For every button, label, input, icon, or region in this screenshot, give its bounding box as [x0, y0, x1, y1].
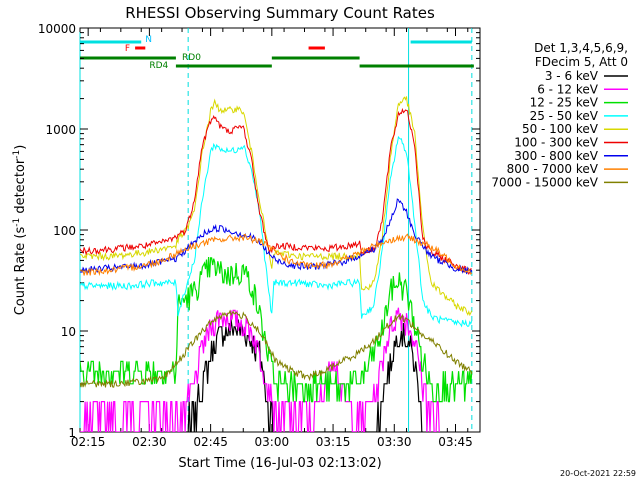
legend-label-4: 50 - 100 keV	[522, 122, 599, 136]
legend-label-1: 6 - 12 keV	[537, 82, 599, 96]
flag-label-f: F	[125, 44, 130, 54]
series-line-3	[80, 135, 473, 328]
series-group	[80, 96, 473, 432]
legend-label-5: 100 - 300 keV	[514, 136, 598, 150]
y-tick-label: 1000	[45, 123, 76, 137]
y-tick-label: 10000	[38, 22, 76, 36]
legend-label-0: 3 - 6 keV	[545, 69, 599, 83]
series-line-8	[80, 309, 473, 388]
legend-label-2: 12 - 25 keV	[530, 96, 599, 110]
y-axis-label-main: Count Rate (s	[13, 227, 28, 316]
series-line-4	[80, 96, 473, 317]
x-axis-label: Start Time (16-Jul-03 02:13:02)	[178, 456, 381, 471]
plot-area: N F RD0 RD4 02:15 02:30 02:45 03:00 03:15 03:30 03…	[38, 22, 481, 449]
y-axis-label-sup2: -1	[12, 150, 22, 159]
legend-header-1: Det 1,3,4,5,6,9,	[534, 41, 628, 55]
flag-label-n: N	[145, 35, 152, 45]
x-tick-label: 03:45	[438, 435, 473, 449]
x-tick-label: 02:15	[71, 435, 106, 449]
y-axis-label: Count Rate (s-1 detector-1)	[12, 145, 28, 316]
y-tick-label: 1	[68, 426, 76, 440]
legend-label-6: 300 - 800 keV	[514, 149, 598, 163]
y-axis-label-mid: detector	[13, 158, 28, 218]
series-line-0	[186, 319, 423, 432]
chart-title: RHESSI Observing Summary Count Rates	[125, 4, 435, 22]
x-tick-label: 03:15	[316, 435, 351, 449]
legend-label-8: 7000 - 15000 keV	[491, 175, 598, 189]
legend: Det 1,3,4,5,6,9, FDecim 5, Att 0 3 - 6 k…	[491, 41, 628, 189]
series-line-7	[80, 233, 473, 277]
y-tick-label: 100	[53, 224, 76, 238]
footer-timestamp: 20-Oct-2021 22:59	[560, 469, 636, 478]
y-tick-label: 10	[61, 325, 76, 339]
x-tick-label: 03:00	[255, 435, 290, 449]
legend-label-3: 25 - 50 keV	[530, 109, 599, 123]
series-line-5	[80, 107, 472, 275]
legend-label-7: 800 - 7000 keV	[507, 162, 599, 176]
series-line-6	[80, 198, 473, 275]
x-tick-label: 03:30	[377, 435, 412, 449]
y-axis-label-end: )	[13, 145, 28, 150]
series-line-1	[80, 307, 440, 432]
legend-header-2: FDecim 5, Att 0	[535, 55, 628, 69]
y-axis-label-sup1: -1	[12, 218, 22, 227]
x-tick-label: 02:30	[132, 435, 167, 449]
flag-label-rd4: RD4	[149, 61, 168, 71]
x-tick-label: 02:45	[193, 435, 228, 449]
series-line-2	[80, 256, 473, 403]
flag-label-rd0: RD0	[182, 53, 201, 63]
